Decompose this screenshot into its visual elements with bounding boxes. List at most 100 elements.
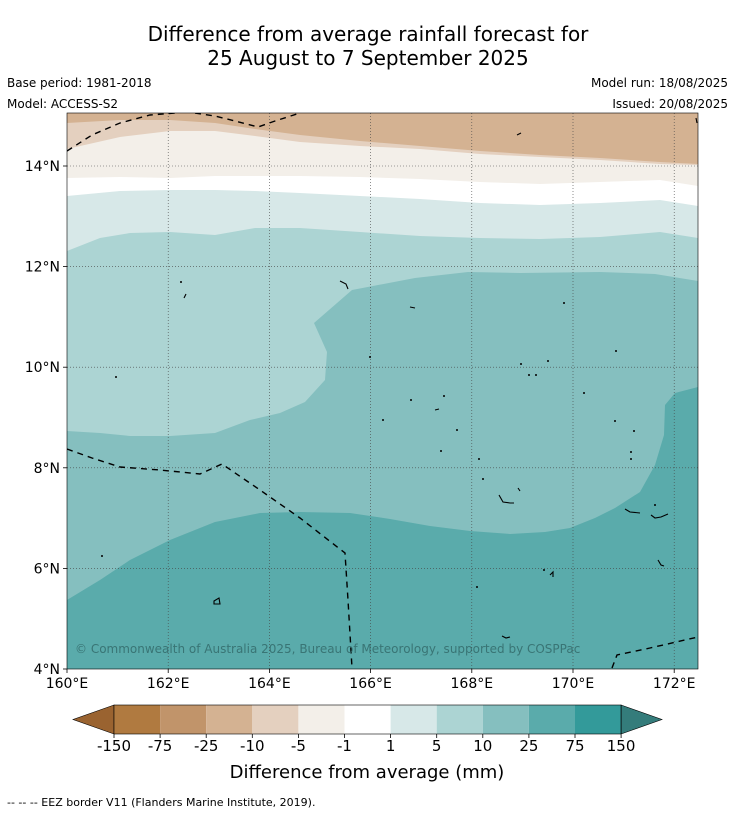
island-dot: [456, 429, 458, 431]
title-line-2: 25 August to 7 September 2025: [207, 46, 529, 70]
colorbar-segment: [528, 705, 575, 734]
issued-label: Issued: 20/08/2025: [612, 97, 728, 111]
island-dot: [583, 392, 585, 394]
colorbar-label: 1: [386, 737, 396, 755]
colorbar-label: 25: [519, 737, 538, 755]
island-dot: [101, 555, 103, 557]
colorbar-segment: [252, 705, 299, 734]
colorbar-segment: [206, 705, 253, 734]
island-atoll: [501, 635, 511, 639]
island-atoll: [183, 293, 187, 299]
colorbar-label: -5: [291, 737, 306, 755]
colorbar-label: -25: [194, 737, 219, 755]
lon-tick-label: 170°E: [552, 676, 595, 692]
island-atoll: [339, 280, 349, 290]
island-dot: [547, 360, 549, 362]
lon-tick-label: 162°E: [147, 676, 190, 692]
island-atoll: [498, 494, 514, 504]
colorbar-labels: -150 -75 -25 -10 -5 -1 1 5 10 25 75 150: [97, 734, 635, 755]
colorbar-label: 75: [565, 737, 584, 755]
map-frame: [66, 112, 699, 670]
lon-tick-label: 160°E: [46, 676, 89, 692]
lat-tick-label: 4°N: [34, 662, 60, 678]
colorbar-extend-high: [620, 704, 663, 735]
island-dot: [614, 420, 616, 422]
colorbar-title: Difference from average (mm): [230, 762, 505, 783]
island-dot: [630, 458, 632, 460]
lat-tick-label: 6°N: [34, 561, 60, 577]
island-dot: [633, 430, 635, 432]
base-period-label: Base period: 1981-2018: [7, 76, 152, 90]
colorbar-label: -10: [240, 737, 265, 755]
lat-tick-label: 8°N: [34, 461, 60, 477]
colorbar-segment: [114, 705, 161, 734]
colorbar-label: 150: [607, 737, 636, 755]
model-label: Model: ACCESS-S2: [7, 97, 119, 111]
title-line-1: Difference from average rainfall forecas…: [147, 22, 589, 46]
colorbar-label: -1: [337, 737, 352, 755]
island-dot: [443, 395, 445, 397]
colorbar-label: -75: [148, 737, 173, 755]
island-dot: [535, 374, 537, 376]
colorbar-label: 5: [432, 737, 442, 755]
band-minus10-minus25-region: [67, 113, 698, 164]
lon-tick-label: 172°E: [653, 676, 696, 692]
metadata-left: Base period: 1981-2018 Model: ACCESS-S2: [7, 73, 152, 115]
island-dot: [369, 356, 371, 358]
island-dot: [476, 586, 478, 588]
graticule: [67, 113, 698, 669]
longitude-labels: 160°E 162°E 164°E 166°E 168°E 170°E 172°E: [46, 669, 696, 692]
island-dot: [630, 451, 632, 453]
colorbar-segment: [575, 705, 622, 734]
metadata-right: Model run: 18/08/2025 Issued: 20/08/2025: [591, 73, 728, 115]
colorbar-segment: [344, 705, 391, 734]
colorbar-segment: [160, 705, 207, 734]
map-title: Difference from average rainfall forecas…: [0, 22, 736, 70]
island-dot: [528, 374, 530, 376]
island-atoll: [657, 559, 665, 567]
island-dot: [440, 450, 442, 452]
island-atoll: [549, 570, 554, 577]
colorbar-frame: [113, 704, 622, 735]
island-dot: [478, 458, 480, 460]
island-dots: [101, 281, 656, 588]
island-atoll: [624, 508, 641, 514]
island-dot: [654, 504, 656, 506]
island-atoll: [213, 597, 221, 605]
island-atoll: [695, 117, 698, 124]
island-dot: [115, 376, 117, 378]
island-atoll: [409, 306, 416, 309]
copyright-notice: © Commonwealth of Australia 2025, Bureau…: [75, 642, 580, 656]
model-run-label: Model run: 18/08/2025: [590, 76, 728, 90]
colorbar-label: 10: [473, 737, 492, 755]
lat-tick-label: 10°N: [25, 360, 60, 376]
map-fill-layers: [67, 113, 698, 669]
island-dot: [615, 350, 617, 352]
colorbar-segment: [436, 705, 483, 734]
lon-tick-label: 166°E: [349, 676, 392, 692]
lat-tick-label: 12°N: [25, 260, 60, 276]
latitude-labels: 4°N 6°N 8°N 10°N 12°N 14°N: [25, 159, 67, 678]
island-dot: [410, 399, 412, 401]
island-dot: [563, 302, 565, 304]
island-dot: [520, 363, 522, 365]
colorbar-extend-low: [72, 704, 115, 735]
island-dot: [382, 419, 384, 421]
colorbar-segment: [482, 705, 529, 734]
colorbar-segment: [390, 705, 437, 734]
eez-border-north: [67, 113, 301, 152]
eez-legend-footnote: -- -- -- EEZ border V11 (Flanders Marine…: [7, 796, 316, 809]
island-atoll: [517, 487, 521, 492]
eez-border-west: [67, 448, 353, 669]
island-atoll: [516, 132, 522, 136]
island-dot: [543, 569, 545, 571]
colorbar-segment: [298, 705, 345, 734]
island-dot: [180, 281, 182, 283]
island-dot: [482, 478, 484, 480]
lat-tick-label: 14°N: [25, 159, 60, 175]
island-atoll: [650, 513, 669, 519]
islands: [183, 117, 698, 639]
colorbar-label: -150: [97, 737, 131, 755]
island-atoll: [434, 408, 440, 411]
